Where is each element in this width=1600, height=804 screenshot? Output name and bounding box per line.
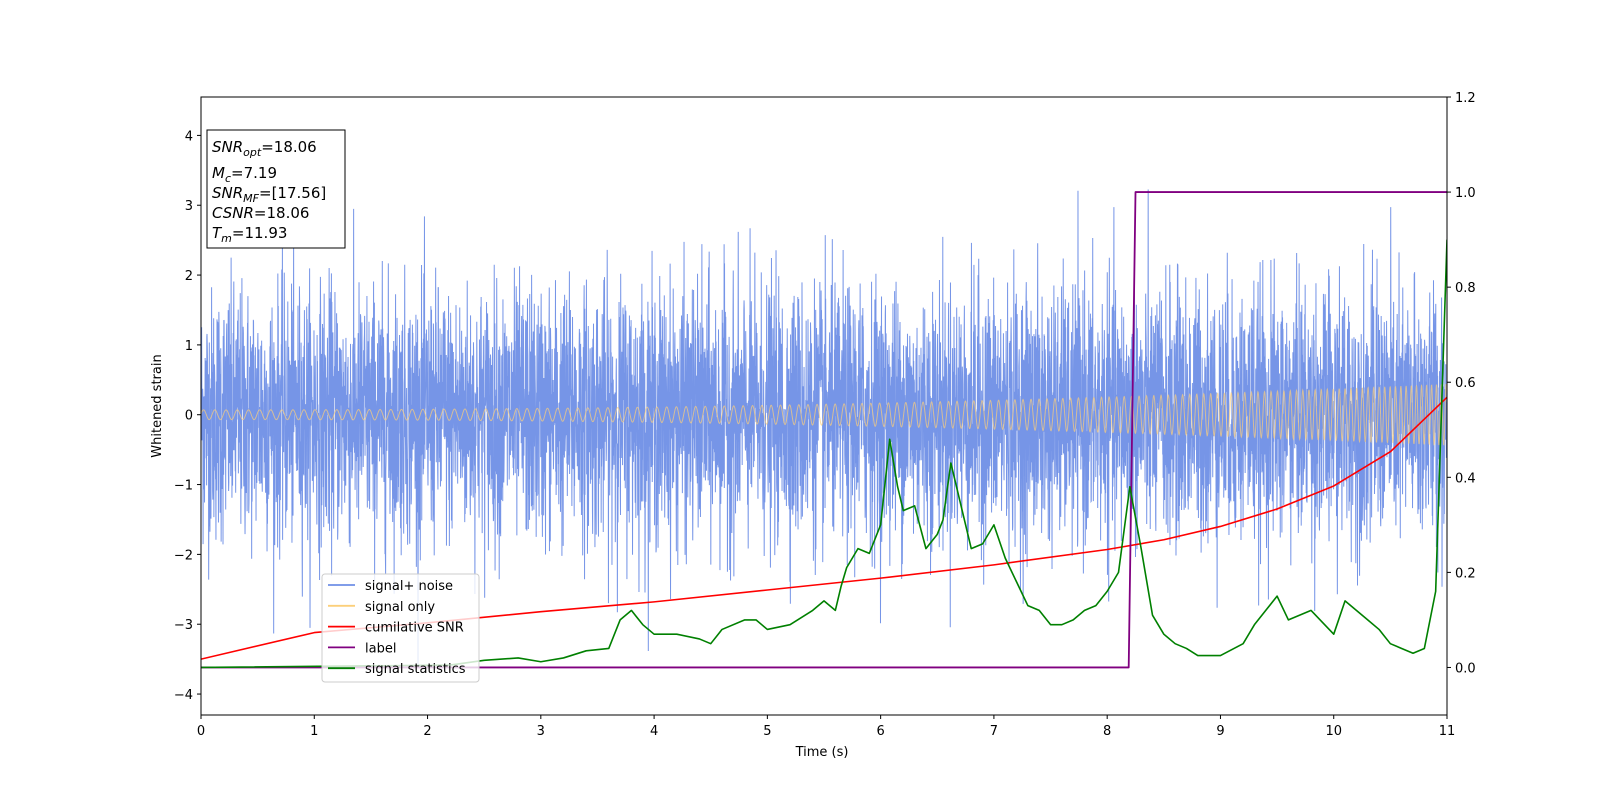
legend-label: signal+ noise xyxy=(365,579,453,594)
y2-tick-label: 1.2 xyxy=(1455,91,1476,106)
legend-item-cumulative-snr: cumilative SNR xyxy=(328,621,464,636)
legend-label: cumilative SNR xyxy=(365,621,464,636)
y-tick-label: 2 xyxy=(185,269,193,284)
annotation-frame xyxy=(206,129,346,249)
x-tick-label: 9 xyxy=(1216,724,1224,739)
x-tick-label: 5 xyxy=(763,724,771,739)
y2-tick-label: 0.8 xyxy=(1455,281,1476,296)
series-label-line xyxy=(201,191,1447,669)
y2-tick-label: 0.4 xyxy=(1455,471,1476,486)
x-tick-label: 3 xyxy=(537,724,545,739)
y-tick-label: −2 xyxy=(174,548,193,563)
legend-item-signal-noise: signal+ noise xyxy=(328,579,453,594)
legend: signal+ noise signal only cumilative SNR la… xyxy=(321,573,480,683)
y-tick-label: 4 xyxy=(185,129,193,144)
x-tick-label: 6 xyxy=(876,724,884,739)
annotation-line: SNRopt=18.06 xyxy=(212,138,317,159)
plot-frame xyxy=(200,96,1448,716)
legend-label: signal statistics xyxy=(365,662,466,677)
y-tick-label: −3 xyxy=(174,618,193,633)
y2-tick-label: 0.0 xyxy=(1455,661,1476,676)
annotation-box: SNRopt=18.06 Mc=7.19SNRMF=[17.56]CSNR=18.… xyxy=(206,129,346,249)
x-tick-label: 0 xyxy=(197,724,205,739)
annotation-line: Mc=7.19 xyxy=(212,164,277,185)
series-signal-noise-line xyxy=(201,189,1447,668)
legend-item-signal-statistics: signal statistics xyxy=(328,662,466,677)
y2-tick-label: 0.6 xyxy=(1455,376,1476,391)
x-tick-label: 8 xyxy=(1103,724,1111,739)
y2-tick-label: 1.0 xyxy=(1455,186,1476,201)
legend-label: label xyxy=(365,641,396,656)
axes-layer: 0 1 2 3 4 5 6 7 8 9 10 11 −4 −3 −2 −1 0 1 2 3 4 0.0 0.2 0.4 0.6 0… xyxy=(174,91,1476,739)
y-tick-label: 1 xyxy=(185,339,193,354)
y-tick-label: −1 xyxy=(174,479,193,494)
y-tick-label: 3 xyxy=(185,199,193,214)
legend-item-signal-only: signal only xyxy=(328,600,435,615)
x-axis-label: Time (s) xyxy=(795,745,849,760)
series-signal-statistics-line xyxy=(201,239,1447,669)
x-tick-label: 10 xyxy=(1325,724,1342,739)
x-tick-label: 11 xyxy=(1439,724,1456,739)
y2-tick-label: 0.2 xyxy=(1455,566,1476,581)
x-tick-label: 7 xyxy=(990,724,998,739)
series-signal-only-line xyxy=(201,384,1447,446)
legend-item-label: label xyxy=(328,641,396,656)
y-axis-label: Whitened strain xyxy=(150,354,165,457)
y-tick-label: 0 xyxy=(185,409,193,424)
annotation-line: SNRMF=[17.56] xyxy=(212,184,326,205)
legend-label: signal only xyxy=(365,600,435,615)
legend-frame xyxy=(321,573,480,683)
x-tick-label: 4 xyxy=(650,724,658,739)
annotation-line: CSNR=18.06 xyxy=(212,204,309,222)
annotation-line: Tm=11.93 xyxy=(212,224,287,245)
x-tick-label: 1 xyxy=(310,724,318,739)
y-tick-label: −4 xyxy=(174,688,193,703)
x-tick-label: 2 xyxy=(423,724,431,739)
